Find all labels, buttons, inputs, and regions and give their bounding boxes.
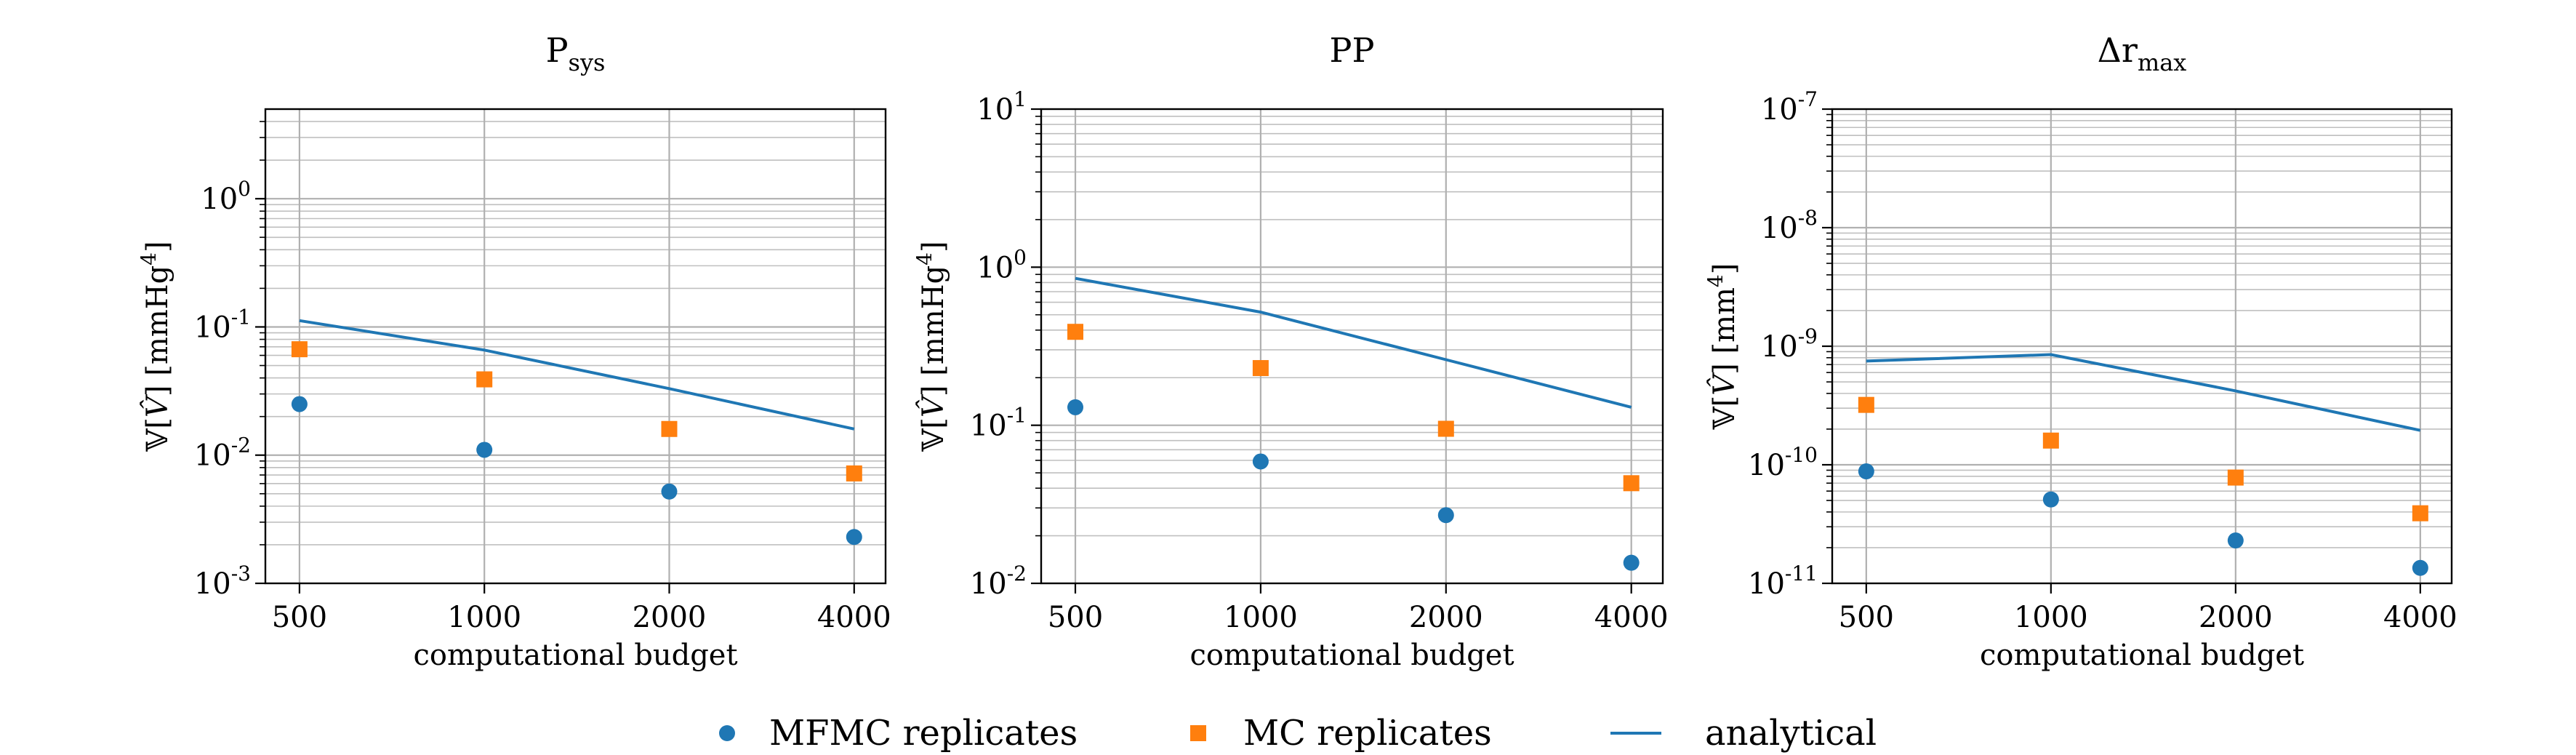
- chart-title-main: PP: [1330, 31, 1375, 70]
- chart-panel: 10-3 10-2 10-1 100 500 1000 2000 4000 Psys comput…: [137, 31, 891, 672]
- series-square: [291, 341, 862, 482]
- mfmc-point: [1858, 463, 1874, 480]
- y-tick-label: 10-8: [1761, 206, 1818, 245]
- chart-title-main: P: [546, 31, 569, 70]
- axes-frame: [264, 108, 887, 585]
- series-circle: [1858, 463, 2428, 576]
- series-line: [1866, 353, 2421, 432]
- x-axis-label: computational budget: [1980, 639, 2304, 672]
- mfmc-point: [1437, 507, 1454, 524]
- series-circle: [1067, 399, 1640, 571]
- mc-point: [846, 465, 862, 482]
- chart-title-subscript: sys: [569, 49, 606, 76]
- chart-title: Δrmax: [2098, 31, 2187, 76]
- legend-item: analytical: [1610, 713, 1877, 754]
- y-tick-label: 10-1: [970, 404, 1027, 443]
- grid: [1822, 108, 2452, 594]
- y-tick-label: 10-10: [1748, 443, 1818, 482]
- y-axis-label: 𝕍[V̂] [mm4]: [1704, 263, 1741, 431]
- x-tick-label: 4000: [2383, 601, 2457, 634]
- legend-item: MC replicates: [1190, 713, 1492, 754]
- chart-panel: 10-2 10-1 100 101 500 1000 2000 4000 PP computati…: [912, 31, 1669, 672]
- legend-item: MFMC replicates: [719, 713, 1078, 754]
- mc-point: [1067, 324, 1084, 340]
- chart-panel: 10-11 10-10 10-9 10-8 10-7 500 1000 2000 4000 Δrm…: [1704, 31, 2457, 672]
- y-tick-label: 10-2: [970, 562, 1027, 601]
- x-axis-label: computational budget: [413, 639, 737, 672]
- y-tick-label: 10-2: [194, 434, 251, 473]
- legend-circle-icon: [719, 725, 735, 741]
- y-tick-label: 100: [201, 177, 251, 216]
- y-axis-label: 𝕍[V̂] [mmHg4]: [912, 241, 950, 452]
- x-tick-label: 500: [1048, 601, 1103, 634]
- analytical-line: [299, 319, 855, 431]
- mfmc-point: [1067, 399, 1084, 415]
- x-tick-label: 500: [1839, 601, 1894, 634]
- y-tick-label: 101: [976, 87, 1027, 127]
- mfmc-point: [476, 442, 493, 458]
- y-tick-label: 10-11: [1748, 562, 1818, 601]
- mfmc-point: [1252, 453, 1269, 470]
- x-tick-label: 1000: [1224, 601, 1298, 634]
- series-square: [1067, 324, 1640, 492]
- y-tick-label: 10-9: [1761, 324, 1818, 364]
- x-tick-label: 4000: [1594, 601, 1669, 634]
- legend: MFMC replicates MC replicates analytical: [719, 713, 1877, 754]
- mc-point: [1437, 420, 1454, 437]
- chart-title-main: Δr: [2098, 31, 2138, 70]
- grid: [1031, 108, 1663, 594]
- grid: [255, 109, 886, 594]
- x-tick-label: 2000: [633, 601, 707, 634]
- mc-point: [2042, 432, 2059, 449]
- x-tick-label: 1000: [447, 601, 521, 634]
- mc-point: [2412, 505, 2428, 522]
- series-line: [299, 319, 855, 431]
- chart-title: Psys: [546, 31, 606, 76]
- x-tick-label: 500: [272, 601, 327, 634]
- mfmc-point: [1623, 554, 1640, 571]
- legend-square-icon: [1190, 725, 1206, 741]
- mfmc-point: [846, 529, 862, 546]
- legend-label: analytical: [1705, 713, 1877, 754]
- axes-frame: [1831, 108, 2453, 585]
- mc-point: [291, 341, 308, 358]
- mfmc-point: [291, 396, 308, 412]
- mc-point: [1858, 396, 1874, 413]
- x-tick-label: 2000: [2199, 601, 2273, 634]
- y-tick-label: 10-1: [194, 305, 251, 344]
- mc-point: [1252, 360, 1269, 377]
- x-tick-label: 2000: [1409, 601, 1483, 634]
- mc-point: [2227, 469, 2244, 486]
- series-circle: [291, 396, 862, 546]
- mfmc-point: [2227, 532, 2244, 549]
- series-line: [1075, 276, 1632, 409]
- y-tick-label: 10-3: [194, 562, 251, 601]
- analytical-line: [1866, 353, 2421, 432]
- mc-point: [661, 420, 678, 437]
- mc-point: [1623, 475, 1640, 492]
- x-axis-label: computational budget: [1189, 639, 1514, 672]
- mfmc-point: [2042, 491, 2059, 508]
- chart-title: PP: [1330, 31, 1375, 70]
- x-tick-label: 1000: [2014, 601, 2088, 634]
- y-tick-label: 10-7: [1761, 87, 1818, 127]
- chart-title-subscript: max: [2138, 49, 2186, 76]
- series-square: [1858, 396, 2428, 522]
- mc-point: [476, 371, 493, 388]
- mfmc-point: [2412, 559, 2428, 576]
- axes-frame: [1040, 108, 1664, 585]
- y-axis-label: 𝕍[V̂] [mmHg4]: [137, 241, 174, 452]
- legend-label: MFMC replicates: [769, 713, 1078, 754]
- y-tick-label: 100: [976, 245, 1027, 284]
- legend-label: MC replicates: [1243, 713, 1492, 754]
- x-tick-label: 4000: [817, 601, 891, 634]
- analytical-line: [1075, 276, 1632, 409]
- mfmc-point: [661, 483, 678, 500]
